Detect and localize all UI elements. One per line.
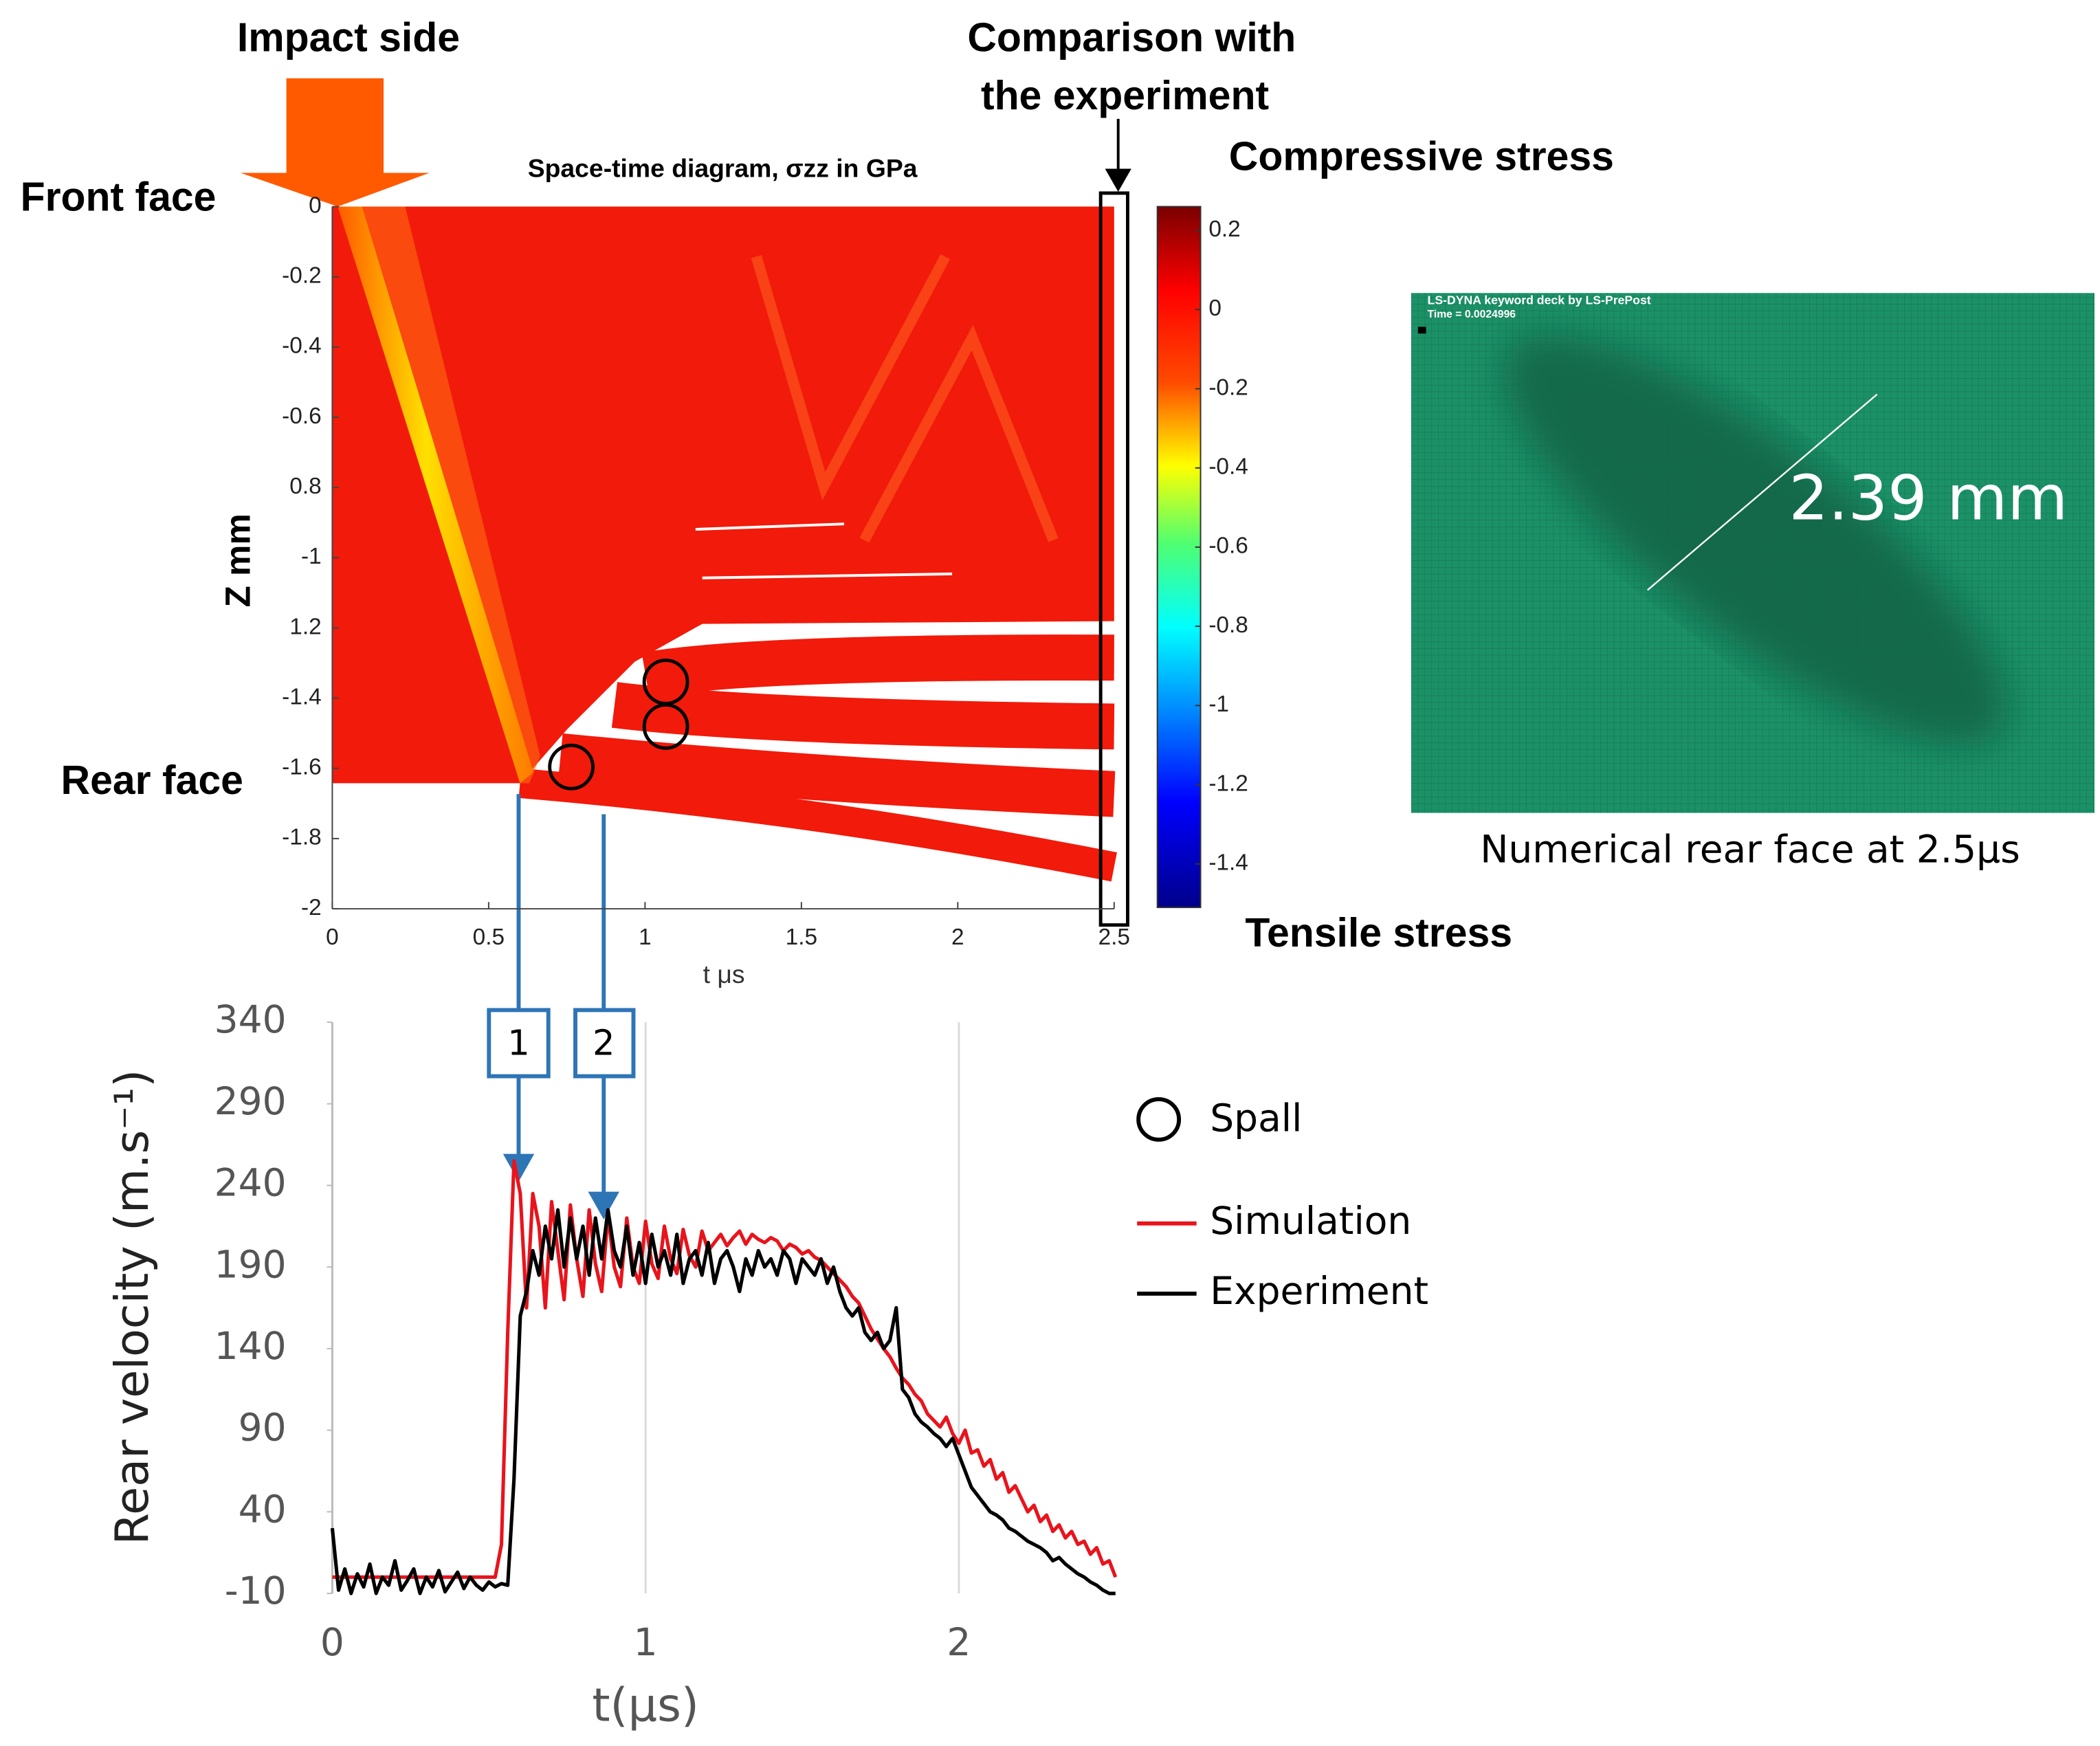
- colorbar: [1156, 206, 1202, 909]
- x-tick-label: 0: [320, 1620, 344, 1664]
- impact-label: Impact side: [237, 15, 460, 60]
- data-line: [332, 1159, 1118, 1579]
- y-tick-label: 190: [214, 1242, 287, 1286]
- x-tick-label: 2.5: [1098, 925, 1130, 950]
- comparison-label: Comparison with: [967, 15, 1296, 60]
- y-tick-label: 1.2: [289, 614, 321, 639]
- comparison-arrow: [1105, 118, 1131, 192]
- stress-field: [332, 191, 1129, 927]
- y-tick-label: -0.6: [282, 404, 322, 429]
- legend-label: Experiment: [1210, 1269, 1428, 1313]
- y-tick-label: -2: [301, 895, 322, 920]
- x-axis-label: t(μs): [592, 1679, 699, 1732]
- y-tick-label: -1: [301, 544, 322, 569]
- x-axis-label: t μs: [703, 960, 745, 988]
- y-tick-label: 240: [214, 1161, 287, 1205]
- y-tick-label: -1.4: [282, 684, 322, 709]
- colorbar-tick-label: -0.2: [1208, 375, 1248, 400]
- colorbar-tick-label: -0.8: [1208, 612, 1248, 638]
- x-tick-label: 0: [326, 925, 339, 950]
- image-caption: Numerical rear face at 2.5μs: [1480, 828, 2020, 872]
- colorbar-tick-label: -0.4: [1208, 454, 1248, 480]
- colorbar-tick-label: -1: [1208, 692, 1229, 717]
- x-tick-label: 0.5: [473, 925, 505, 950]
- comparison-label: the experiment: [981, 74, 1269, 118]
- simulation-image: [1411, 293, 2095, 813]
- tensile-label: Tensile stress: [1245, 911, 1512, 955]
- impact-arrow: [240, 78, 430, 207]
- y-tick-label: 90: [239, 1406, 287, 1450]
- colorbar-tick-label: -0.6: [1208, 533, 1248, 559]
- x-tick-label: 1.5: [786, 925, 817, 950]
- y-tick-label: 0: [309, 192, 322, 218]
- y-tick-label: -10: [225, 1569, 287, 1613]
- y-tick-label: 290: [214, 1079, 287, 1123]
- compressive-label: Compressive stress: [1229, 134, 1614, 179]
- x-tick-label: 2: [947, 1620, 971, 1664]
- measurement-label: 2.39 mm: [1789, 463, 2068, 535]
- colorbar-tick-label: 0: [1208, 296, 1222, 321]
- colorbar-tick-label: -1.4: [1208, 850, 1248, 876]
- y-tick-label: -0.4: [282, 333, 322, 359]
- x-tick-label: 1: [634, 1620, 658, 1664]
- y-tick-label: 140: [214, 1324, 287, 1368]
- y-tick-label: 340: [214, 997, 287, 1041]
- y-axis-label: Z mm: [218, 513, 257, 607]
- marker-label: 2: [593, 1023, 615, 1063]
- legend-label: Simulation: [1210, 1199, 1411, 1243]
- colorbar-tick-label: -1.2: [1208, 771, 1248, 796]
- y-tick-label: 0.8: [289, 474, 321, 499]
- image-time: Time = 0.0024996: [1428, 309, 1516, 320]
- x-tick-label: 1: [639, 925, 652, 950]
- legend-spall-marker: [1136, 1097, 1182, 1142]
- marker-label: 1: [507, 1023, 530, 1063]
- chart-title: Space-time diagram, σzz in GPa: [528, 153, 918, 182]
- colorbar-tick-label: 0.2: [1208, 217, 1240, 242]
- y-tick-label: -0.2: [282, 263, 322, 289]
- y-tick-label: 40: [239, 1487, 287, 1531]
- x-tick-label: 2: [951, 925, 964, 950]
- markers: [487, 794, 636, 1219]
- legend-label: Spall: [1210, 1096, 1302, 1140]
- data-line: [330, 1208, 1116, 1595]
- y-tick-label: -1.6: [282, 755, 322, 780]
- front-label: Front face: [21, 175, 217, 219]
- image-header: LS-DYNA keyword deck by LS-PrePost: [1428, 294, 1651, 307]
- y-tick-label: -1.8: [282, 825, 322, 850]
- rear-label: Rear face: [61, 758, 243, 803]
- y-axis-label: Rear velocity (m.s⁻¹): [105, 1070, 159, 1545]
